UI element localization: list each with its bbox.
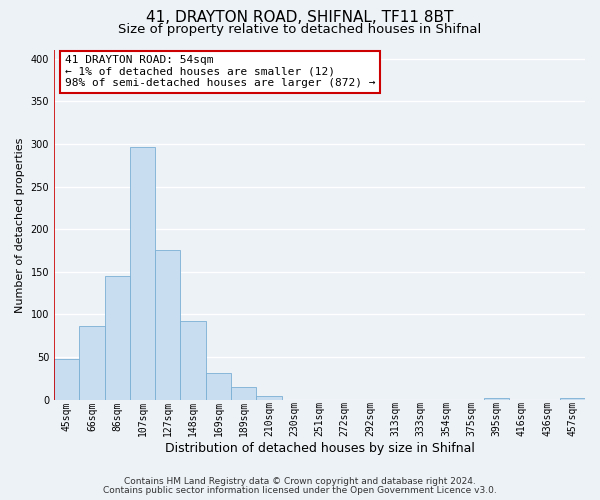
Bar — [206, 374, 231, 400]
Bar — [560, 398, 585, 400]
Bar — [130, 148, 155, 400]
Bar — [155, 250, 181, 400]
X-axis label: Distribution of detached houses by size in Shifnal: Distribution of detached houses by size … — [164, 442, 475, 455]
Text: Size of property relative to detached houses in Shifnal: Size of property relative to detached ho… — [118, 22, 482, 36]
Text: 41, DRAYTON ROAD, SHIFNAL, TF11 8BT: 41, DRAYTON ROAD, SHIFNAL, TF11 8BT — [146, 10, 454, 25]
Text: 41 DRAYTON ROAD: 54sqm
← 1% of detached houses are smaller (12)
98% of semi-deta: 41 DRAYTON ROAD: 54sqm ← 1% of detached … — [65, 55, 375, 88]
Bar — [79, 326, 104, 400]
Text: Contains HM Land Registry data © Crown copyright and database right 2024.: Contains HM Land Registry data © Crown c… — [124, 477, 476, 486]
Bar — [231, 387, 256, 400]
Bar — [484, 398, 509, 400]
Text: Contains public sector information licensed under the Open Government Licence v3: Contains public sector information licen… — [103, 486, 497, 495]
Bar — [256, 396, 281, 400]
Bar — [181, 322, 206, 400]
Bar — [54, 359, 79, 400]
Bar — [104, 276, 130, 400]
Y-axis label: Number of detached properties: Number of detached properties — [15, 137, 25, 312]
